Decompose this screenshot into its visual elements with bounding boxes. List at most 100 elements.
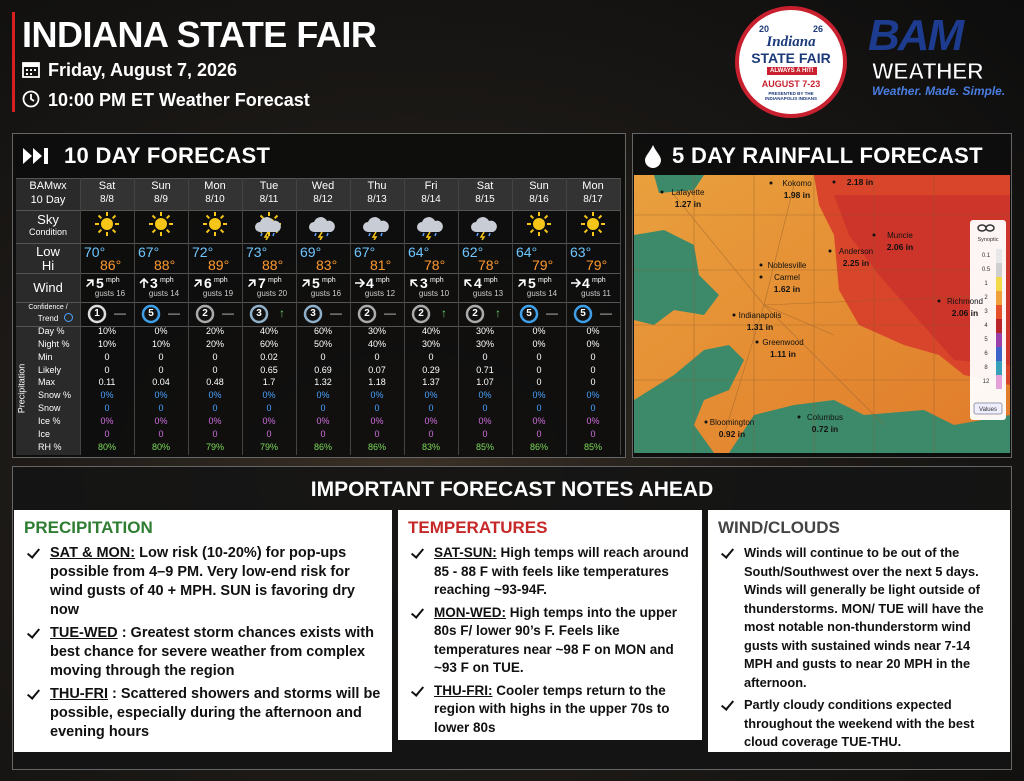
note-lead: MON-WED: [434, 604, 506, 620]
precip-value: 79% [205, 441, 224, 452]
precip-value: 10% [97, 338, 116, 349]
precip-value: 10% [151, 338, 170, 349]
precip-value: 40% [259, 326, 278, 336]
note-item: Partly cloudy conditions expected throug… [718, 696, 1000, 752]
row-label: BAMwx [29, 180, 67, 192]
precip-value: 0 [320, 428, 326, 439]
col-line [620, 178, 621, 455]
precip-value: 83% [421, 441, 440, 452]
precip-value: 0% [532, 338, 546, 349]
sky-icon [95, 212, 119, 236]
row-label: Condition [28, 227, 68, 237]
clock-icon [22, 90, 40, 108]
trend: — [546, 306, 558, 320]
precip-value: 0% [262, 415, 276, 426]
confidence: 1 [94, 308, 100, 319]
city-dot [732, 313, 736, 317]
city-amount: 2.25 in [843, 258, 869, 268]
confidence: 2 [472, 308, 478, 319]
note-text: : Scattered showers and storms will be p… [50, 686, 381, 740]
city-name: Columbus [807, 413, 843, 422]
wind-speed: 5 [528, 275, 536, 291]
note-item: TUE-WED : Greatest storm chances exists … [24, 624, 382, 681]
precip-value: 86% [529, 441, 548, 452]
wind-arrow [301, 279, 310, 288]
precip-value: 0 [428, 351, 434, 362]
city-name: Noblesville [768, 261, 807, 270]
check-mark [410, 682, 425, 697]
day-name: Thu [367, 180, 387, 192]
precip-value: 80% [151, 441, 170, 452]
low-temp: 64° [408, 244, 430, 260]
precip-value: 0 [104, 428, 110, 439]
day-name: Wed [311, 180, 335, 192]
confidence-ring [87, 304, 107, 324]
trend: ↑ [279, 306, 285, 320]
wind-arrow [355, 278, 365, 288]
precip-value: 0 [590, 377, 596, 388]
confidence-ring [573, 304, 593, 324]
check-mark [410, 604, 425, 619]
city-name: Bloomington [710, 418, 754, 427]
precip-value: 0 [536, 377, 542, 388]
note-heading: TEMPERATURES [408, 518, 548, 537]
confidence-ring [195, 304, 215, 324]
precip-value: 0.02 [260, 351, 278, 362]
row-label: Low [36, 244, 60, 259]
day-date: 8/9 [154, 194, 168, 205]
legend-swatch [996, 333, 1002, 347]
precip-value: 0% [532, 326, 546, 336]
bam-sub: WEATHER [871, 58, 984, 85]
precip-value: 0% [478, 390, 492, 401]
day-name: Mon [582, 180, 604, 192]
trend: ↑ [495, 306, 501, 320]
note-item: Winds will continue to be out of the Sou… [718, 544, 1000, 692]
precip-value: 60% [313, 326, 332, 336]
precip-value: 80% [97, 441, 116, 452]
logo-presenter: PRESENTED BY THE INDIANAPOLIS INDIANS [764, 91, 817, 102]
day-name: Sun [151, 180, 171, 192]
city-amount: 1.31 in [747, 322, 773, 332]
confidence-ring [141, 304, 161, 324]
precip-value: 0% [532, 415, 546, 426]
trend: — [330, 306, 342, 320]
city-amount: 2.06 in [952, 308, 978, 318]
precip-value: 0% [316, 390, 330, 401]
city-dot [872, 233, 876, 237]
precip-value: 0 [482, 351, 488, 362]
precip-value: 0 [320, 403, 326, 414]
precip-value: 0 [158, 364, 164, 375]
precip-row-label: Night % [38, 338, 70, 349]
wind-gusts: gusts 16 [94, 289, 126, 298]
day-date: 8/8 [100, 194, 114, 205]
wind-speed: 3 [150, 275, 158, 291]
city-amount: 1.62 in [774, 284, 800, 294]
legend-value: 2 [984, 295, 988, 301]
note-lead: THU-FRI: [434, 682, 493, 698]
precip-value: 1.32 [314, 377, 332, 388]
calendar-icon [22, 62, 40, 78]
precip-value: 1.07 [476, 377, 494, 388]
wind-speed: 4 [366, 275, 374, 291]
note-text: High temps into the upper 80s F/ lower 9… [434, 604, 677, 676]
city-amount: 2.18 in [847, 177, 873, 187]
confidence-ring [357, 304, 377, 324]
note-text: Partly cloudy conditions expected throug… [744, 697, 975, 749]
precip-value: 0 [212, 364, 218, 375]
precip-value: 0 [212, 428, 218, 439]
precip-value: 86% [367, 441, 386, 452]
city-dot [704, 420, 708, 424]
precip-value: 0.71 [476, 364, 494, 375]
confidence: 2 [364, 308, 370, 319]
legend-button [973, 402, 1003, 415]
wind-unit: mph [160, 277, 174, 284]
low-temp: 64° [516, 244, 538, 260]
trend: — [600, 306, 612, 320]
precip-value: 0 [158, 403, 164, 414]
precip-value: 0% [586, 326, 600, 336]
wind-gusts: gusts 10 [418, 289, 450, 298]
wind-arrow [85, 279, 94, 288]
precip-value: 30% [475, 338, 494, 349]
wind-unit: mph [322, 277, 336, 284]
bam-logo: BAM [868, 11, 964, 60]
